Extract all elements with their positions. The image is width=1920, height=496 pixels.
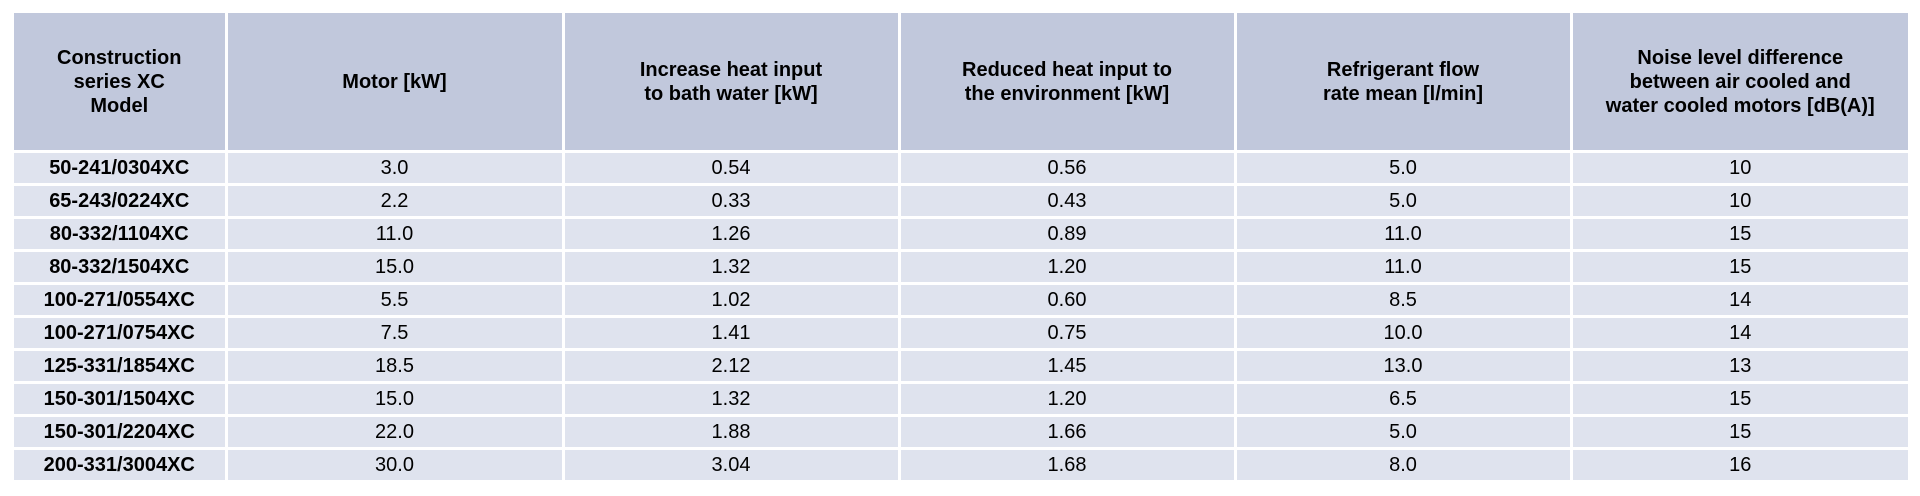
table-row: 50-241/0304XC 3.0 0.54 0.56 5.0 10 xyxy=(14,151,1908,186)
cell-increase-heat-input: 1.32 xyxy=(563,250,901,285)
cell-increase-heat-input: 1.02 xyxy=(563,283,901,318)
cell-noise-level-difference: 13 xyxy=(1571,349,1908,384)
table-row: 80-332/1104XC 11.0 1.26 0.89 11.0 15 xyxy=(14,217,1908,252)
cell-reduced-heat-input: 0.75 xyxy=(899,316,1237,351)
table-row: 150-301/1504XC 15.0 1.32 1.20 6.5 15 xyxy=(14,382,1908,417)
cell-refrigerant-flow: 5.0 xyxy=(1235,151,1573,186)
cell-motor: 5.5 xyxy=(226,283,565,318)
cell-increase-heat-input: 1.41 xyxy=(563,316,901,351)
cell-refrigerant-flow: 8.5 xyxy=(1235,283,1573,318)
header-model: Construction series XC Model xyxy=(14,13,228,153)
cell-model: 100-271/0754XC xyxy=(14,316,228,351)
header-noise-level-difference: Noise level difference between air coole… xyxy=(1571,13,1908,153)
table-row: 65-243/0224XC 2.2 0.33 0.43 5.0 10 xyxy=(14,184,1908,219)
table-body: 50-241/0304XC 3.0 0.54 0.56 5.0 10 65-243/0224… xyxy=(14,151,1908,483)
cell-model: 150-301/1504XC xyxy=(14,382,228,417)
cell-motor: 30.0 xyxy=(226,448,565,483)
cell-noise-level-difference: 14 xyxy=(1571,316,1908,351)
cell-increase-heat-input: 1.88 xyxy=(563,415,901,450)
cell-refrigerant-flow: 10.0 xyxy=(1235,316,1573,351)
table-row: 200-331/3004XC 30.0 3.04 1.68 8.0 16 xyxy=(14,448,1908,483)
cell-model: 200-331/3004XC xyxy=(14,448,228,483)
specification-table: Construction series XC Model Motor [kW] … xyxy=(14,13,1908,483)
cell-model: 50-241/0304XC xyxy=(14,151,228,186)
cell-reduced-heat-input: 1.66 xyxy=(899,415,1237,450)
cell-model: 80-332/1104XC xyxy=(14,217,228,252)
cell-motor: 7.5 xyxy=(226,316,565,351)
cell-increase-heat-input: 2.12 xyxy=(563,349,901,384)
cell-reduced-heat-input: 1.45 xyxy=(899,349,1237,384)
cell-reduced-heat-input: 0.89 xyxy=(899,217,1237,252)
cell-noise-level-difference: 10 xyxy=(1571,184,1908,219)
header-motor: Motor [kW] xyxy=(226,13,565,153)
cell-reduced-heat-input: 0.56 xyxy=(899,151,1237,186)
cell-motor: 18.5 xyxy=(226,349,565,384)
header-increase-heat-input: Increase heat input to bath water [kW] xyxy=(563,13,901,153)
cell-model: 80-332/1504XC xyxy=(14,250,228,285)
cell-increase-heat-input: 0.54 xyxy=(563,151,901,186)
table-row: 100-271/0554XC 5.5 1.02 0.60 8.5 14 xyxy=(14,283,1908,318)
cell-noise-level-difference: 15 xyxy=(1571,250,1908,285)
cell-reduced-heat-input: 1.68 xyxy=(899,448,1237,483)
table-row: 100-271/0754XC 7.5 1.41 0.75 10.0 14 xyxy=(14,316,1908,351)
cell-motor: 2.2 xyxy=(226,184,565,219)
cell-motor: 15.0 xyxy=(226,250,565,285)
cell-increase-heat-input: 0.33 xyxy=(563,184,901,219)
cell-model: 100-271/0554XC xyxy=(14,283,228,318)
cell-refrigerant-flow: 13.0 xyxy=(1235,349,1573,384)
cell-refrigerant-flow: 8.0 xyxy=(1235,448,1573,483)
cell-increase-heat-input: 1.26 xyxy=(563,217,901,252)
cell-motor: 22.0 xyxy=(226,415,565,450)
cell-noise-level-difference: 16 xyxy=(1571,448,1908,483)
cell-reduced-heat-input: 0.43 xyxy=(899,184,1237,219)
cell-reduced-heat-input: 0.60 xyxy=(899,283,1237,318)
cell-noise-level-difference: 14 xyxy=(1571,283,1908,318)
header-refrigerant-flow: Refrigerant flow rate mean [l/min] xyxy=(1235,13,1573,153)
cell-reduced-heat-input: 1.20 xyxy=(899,250,1237,285)
cell-noise-level-difference: 15 xyxy=(1571,217,1908,252)
table-row: 125-331/1854XC 18.5 2.12 1.45 13.0 13 xyxy=(14,349,1908,384)
cell-refrigerant-flow: 5.0 xyxy=(1235,184,1573,219)
cell-noise-level-difference: 15 xyxy=(1571,415,1908,450)
cell-model: 65-243/0224XC xyxy=(14,184,228,219)
cell-motor: 15.0 xyxy=(226,382,565,417)
header-reduced-heat-input: Reduced heat input to the environment [k… xyxy=(899,13,1237,153)
header-row: Construction series XC Model Motor [kW] … xyxy=(14,13,1908,153)
cell-refrigerant-flow: 5.0 xyxy=(1235,415,1573,450)
cell-refrigerant-flow: 11.0 xyxy=(1235,250,1573,285)
cell-motor: 11.0 xyxy=(226,217,565,252)
cell-increase-heat-input: 3.04 xyxy=(563,448,901,483)
cell-refrigerant-flow: 6.5 xyxy=(1235,382,1573,417)
cell-noise-level-difference: 10 xyxy=(1571,151,1908,186)
cell-noise-level-difference: 15 xyxy=(1571,382,1908,417)
cell-motor: 3.0 xyxy=(226,151,565,186)
table-row: 80-332/1504XC 15.0 1.32 1.20 11.0 15 xyxy=(14,250,1908,285)
table-row: 150-301/2204XC 22.0 1.88 1.66 5.0 15 xyxy=(14,415,1908,450)
cell-model: 150-301/2204XC xyxy=(14,415,228,450)
cell-increase-heat-input: 1.32 xyxy=(563,382,901,417)
cell-model: 125-331/1854XC xyxy=(14,349,228,384)
cell-refrigerant-flow: 11.0 xyxy=(1235,217,1573,252)
cell-reduced-heat-input: 1.20 xyxy=(899,382,1237,417)
